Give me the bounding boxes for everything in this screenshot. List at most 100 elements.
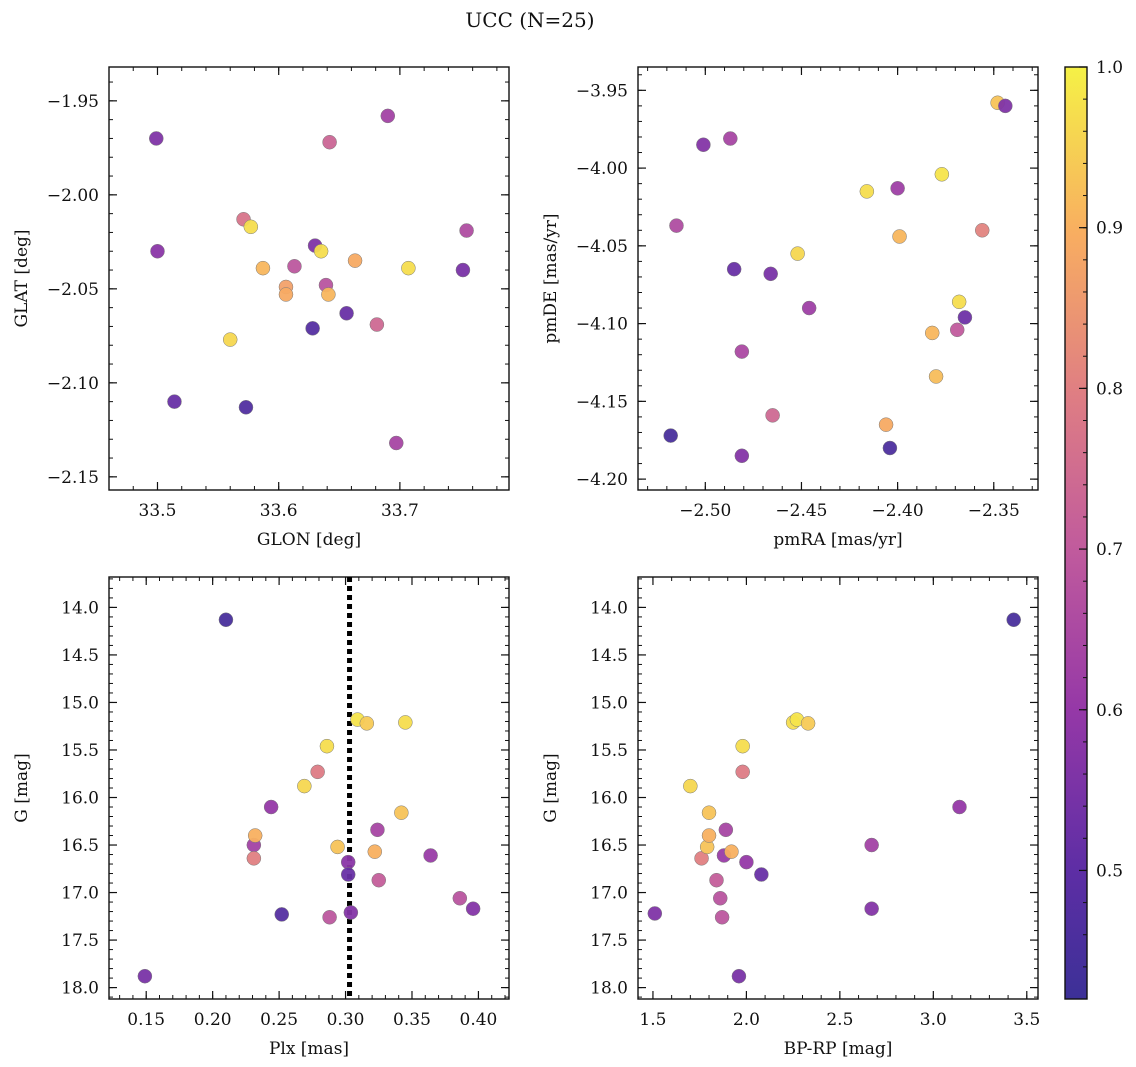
- data-point: [934, 167, 950, 182]
- data-point: [1006, 612, 1021, 628]
- data-point: [701, 828, 717, 843]
- y-tick-label: −4.20: [576, 470, 628, 490]
- panel-pmra-pmde: −2.50 −2.45 −2.40 −2.35 −3.95 −4.00 −4.05 −4.10…: [541, 66, 1039, 550]
- data-point: [974, 223, 990, 238]
- figure-title: UCC (N=25): [465, 8, 594, 32]
- data-point: [278, 287, 294, 302]
- data-point: [709, 872, 724, 888]
- data-point: [263, 799, 279, 815]
- data-point: [892, 229, 907, 244]
- data-point: [924, 325, 940, 341]
- colorbar-tick-label: 0.8: [1096, 379, 1123, 399]
- x-axis-label: Plx [mas]: [269, 1039, 349, 1059]
- data-point: [714, 910, 730, 925]
- data-point: [731, 968, 747, 984]
- y-tick-label: −3.95: [576, 81, 628, 101]
- colorbar-tick-label: 1.0: [1096, 58, 1123, 78]
- colorbar-frame: [1064, 66, 1088, 1000]
- y-tick-label: 16.5: [590, 836, 628, 856]
- x-tick-label: 0.20: [194, 1010, 232, 1030]
- data-point: [723, 131, 738, 146]
- x-tick-label: 1.5: [639, 1010, 666, 1030]
- data-point: [380, 108, 396, 124]
- data-point: [765, 408, 780, 423]
- y-tick-label: 18.0: [590, 979, 628, 999]
- data-point: [864, 837, 879, 853]
- y-tick-label: 17.5: [61, 931, 99, 951]
- data-point: [726, 261, 742, 277]
- colorbar: 0.5 0.6 0.7 0.8 0.9 1.0: [1064, 58, 1123, 1000]
- data-point: [222, 332, 238, 347]
- x-tick-label: 33.6: [260, 501, 298, 521]
- axes-frame: [637, 66, 1039, 491]
- data-point: [683, 778, 698, 794]
- data-point: [137, 968, 153, 984]
- data-point: [928, 369, 944, 384]
- x-axis-label: BP-RP [mag]: [784, 1039, 893, 1059]
- data-point: [465, 901, 481, 916]
- data-point: [287, 259, 302, 274]
- data-point: [339, 306, 354, 321]
- data-point: [347, 253, 363, 268]
- data-point: [998, 98, 1013, 114]
- colorbar-tick-label: 0.6: [1096, 701, 1123, 721]
- x-tick-label: 0.25: [260, 1010, 298, 1030]
- y-tick-label: 17.0: [61, 884, 99, 904]
- y-tick-label: 14.5: [590, 646, 628, 666]
- data-point: [322, 134, 337, 150]
- data-point: [701, 805, 717, 820]
- data-point: [890, 181, 905, 196]
- data-point: [321, 287, 336, 302]
- axes-frame: [637, 576, 1039, 1000]
- data-point: [319, 738, 335, 754]
- y-tick-label: 17.0: [590, 884, 628, 904]
- y-tick-label: −2.05: [47, 280, 99, 300]
- y-axis-label: G [mag]: [12, 753, 32, 822]
- data-point: [343, 905, 359, 920]
- data-point: [951, 294, 967, 310]
- y-tick-label: −4.15: [576, 392, 628, 412]
- x-tick-label: 0.40: [460, 1010, 498, 1030]
- data-point: [459, 223, 474, 238]
- y-tick-label: 14.5: [61, 646, 99, 666]
- data-point: [735, 764, 750, 780]
- data-point: [322, 910, 337, 925]
- y-tick-label: 16.0: [590, 789, 628, 809]
- data-point: [274, 907, 290, 922]
- data-point: [150, 243, 165, 259]
- data-point: [243, 219, 259, 235]
- data-point: [734, 448, 750, 464]
- y-tick-label: 15.5: [61, 741, 99, 761]
- data-point: [310, 764, 325, 780]
- y-tick-label: −4.05: [576, 237, 628, 257]
- data-point: [724, 844, 739, 859]
- x-tick-label: −2.50: [679, 501, 731, 521]
- colorbar-gradient: [1065, 67, 1087, 999]
- y-axis-label: G [mag]: [541, 753, 561, 822]
- data-point: [370, 822, 385, 838]
- data-point: [455, 262, 471, 278]
- x-axis-label: pmRA [mas/yr]: [773, 530, 902, 550]
- data-point: [394, 805, 409, 820]
- data-point: [401, 260, 416, 276]
- x-tick-label: 0.30: [327, 1010, 365, 1030]
- data-point: [801, 300, 817, 316]
- data-point: [718, 822, 734, 838]
- data-point: [305, 321, 320, 336]
- y-tick-label: 17.5: [590, 931, 628, 951]
- data-point: [218, 612, 234, 628]
- y-tick-label: 16.0: [61, 789, 99, 809]
- data-point: [754, 867, 769, 882]
- data-point: [647, 906, 663, 921]
- data-point: [167, 394, 182, 409]
- x-axis-label: GLON [deg]: [257, 530, 361, 550]
- x-tick-label: −2.45: [775, 501, 827, 521]
- data-point: [712, 891, 728, 906]
- panel-bprp-g: 1.5 2.0 2.5 3.0 3.5 14.0 14.5 15.0 15.5 16.0 16.5 1…: [541, 576, 1040, 1059]
- data-point: [952, 799, 967, 815]
- x-tick-label: −2.40: [872, 501, 924, 521]
- y-tick-label: 15.0: [61, 693, 99, 713]
- x-tick-label: 2.5: [826, 1010, 853, 1030]
- y-tick-label: 14.0: [590, 598, 628, 618]
